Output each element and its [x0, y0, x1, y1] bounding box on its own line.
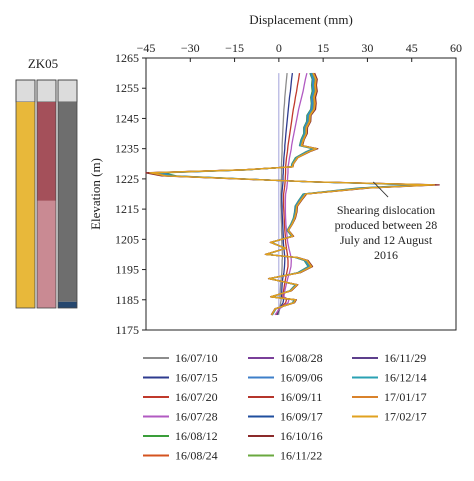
- series-line-16-09-06: [159, 72, 423, 316]
- y-tick-label: 1225: [115, 172, 139, 186]
- legend-label: 16/12/14: [384, 371, 427, 385]
- series-line-16-08-12: [162, 72, 420, 316]
- legend-label: 16/09/11: [280, 390, 322, 404]
- legend-item: 16/08/24: [143, 449, 218, 463]
- borehole-column-2: [36, 79, 57, 309]
- annotation-line: 2016: [374, 248, 398, 262]
- borehole-layer: [37, 200, 56, 308]
- x-tick-label: 45: [406, 41, 418, 55]
- axes: −45 −30 −15 0 15 30 45 60 1175 1185 1195 1205 1215 12…: [115, 41, 462, 337]
- y-tick-label: 1265: [115, 51, 139, 65]
- x-tick-label: −45: [137, 41, 156, 55]
- legend-item: 16/07/15: [143, 371, 218, 385]
- x-tick-label: −15: [225, 41, 244, 55]
- borehole-column-1: [15, 79, 36, 309]
- legend-label: 16/08/28: [280, 351, 323, 365]
- series-line-16-09-17: [154, 72, 429, 316]
- y-tick-label: 1195: [115, 263, 139, 277]
- x-tick-label: 60: [450, 41, 462, 55]
- x-tick-label: −30: [181, 41, 200, 55]
- borehole-outline: [36, 79, 57, 309]
- legend-label: 16/11/29: [384, 351, 426, 365]
- y-tick-label: 1235: [115, 142, 139, 156]
- legend-label: 16/08/24: [175, 449, 218, 463]
- annotation-line: July and 12 August: [340, 233, 433, 247]
- series-line-17-02-17: [149, 72, 436, 316]
- legend-label: 16/11/22: [280, 449, 322, 463]
- borehole-column: ZK05: [15, 56, 78, 309]
- series-line-16-11-29: [149, 72, 435, 316]
- legend-item: 16/07/10: [143, 351, 218, 365]
- y-tick-label: 1255: [115, 81, 139, 95]
- legend-label: 16/09/17: [280, 410, 323, 424]
- legend-label: 16/07/15: [175, 371, 218, 385]
- legend-label: 17/02/17: [384, 410, 427, 424]
- legend-item: 16/09/11: [248, 390, 322, 404]
- plot-frame: [145, 57, 457, 331]
- y-axis-title: Elevation (m): [88, 158, 103, 230]
- x-axis-title: Displacement (mm): [249, 12, 353, 27]
- legend-item: 17/02/17: [352, 410, 427, 424]
- annotation-arrow: [373, 181, 389, 198]
- legend-item: 16/11/29: [352, 351, 426, 365]
- legend-item: 17/01/17: [352, 390, 427, 404]
- legend-label: 16/07/10: [175, 351, 218, 365]
- borehole-layer: [16, 102, 35, 308]
- y-tick-label: 1175: [115, 323, 139, 337]
- y-tick-label: 1245: [115, 111, 139, 125]
- borehole-layer: [58, 301, 77, 308]
- legend-item: 16/08/28: [248, 351, 323, 365]
- series-line-16-11-22: [151, 72, 432, 316]
- legend-label: 16/10/16: [280, 429, 323, 443]
- x-tick-label: 15: [317, 41, 329, 55]
- legend-label: 16/08/12: [175, 429, 218, 443]
- legend-label: 17/01/17: [384, 390, 427, 404]
- series-lines: [145, 72, 440, 316]
- annotation-line: Shearing dislocation: [337, 203, 435, 217]
- borehole-column-3: [57, 79, 78, 309]
- legend-label: 16/09/06: [280, 371, 323, 385]
- borehole-layer: [37, 102, 56, 201]
- borehole-label: ZK05: [28, 56, 58, 71]
- series-line-16-07-10: [277, 73, 288, 316]
- series-line-16-08-24: [151, 72, 432, 316]
- series-line-16-07-28: [274, 72, 308, 316]
- borehole-outline: [57, 79, 78, 309]
- x-tick-label: 30: [361, 41, 373, 55]
- borehole-cap: [15, 79, 36, 103]
- legend-item: 16/09/06: [248, 371, 323, 385]
- borehole-cap: [36, 79, 57, 103]
- legend-item: 16/07/20: [143, 390, 218, 404]
- legend-label: 16/07/28: [175, 410, 218, 424]
- y-tick-label: 1185: [115, 293, 139, 307]
- legend-item: 16/09/17: [248, 410, 323, 424]
- series-line-17-01-17: [151, 72, 433, 316]
- borehole-cap: [57, 79, 78, 103]
- borehole-layer: [58, 102, 77, 302]
- annotation-line: produced between 28: [335, 218, 438, 232]
- borehole-outline: [15, 79, 36, 309]
- legend-item: 16/11/22: [248, 449, 322, 463]
- series-line-16-07-15: [276, 73, 294, 316]
- legend-item: 16/12/14: [352, 371, 427, 385]
- y-tick-label: 1205: [115, 232, 139, 246]
- legend-label: 16/07/20: [175, 390, 218, 404]
- legend-item: 16/07/28: [143, 410, 218, 424]
- series-line-16-09-11: [148, 72, 437, 316]
- y-tick-label: 1215: [115, 202, 139, 216]
- legend-item: 16/08/12: [143, 429, 218, 443]
- legend-item: 16/10/16: [248, 429, 323, 443]
- legend: 16/07/10 16/07/15 16/07/20 16/07/28 16/08/12…: [143, 351, 427, 463]
- series-line-16-10-16: [145, 72, 440, 316]
- x-tick-label: 0: [276, 41, 282, 55]
